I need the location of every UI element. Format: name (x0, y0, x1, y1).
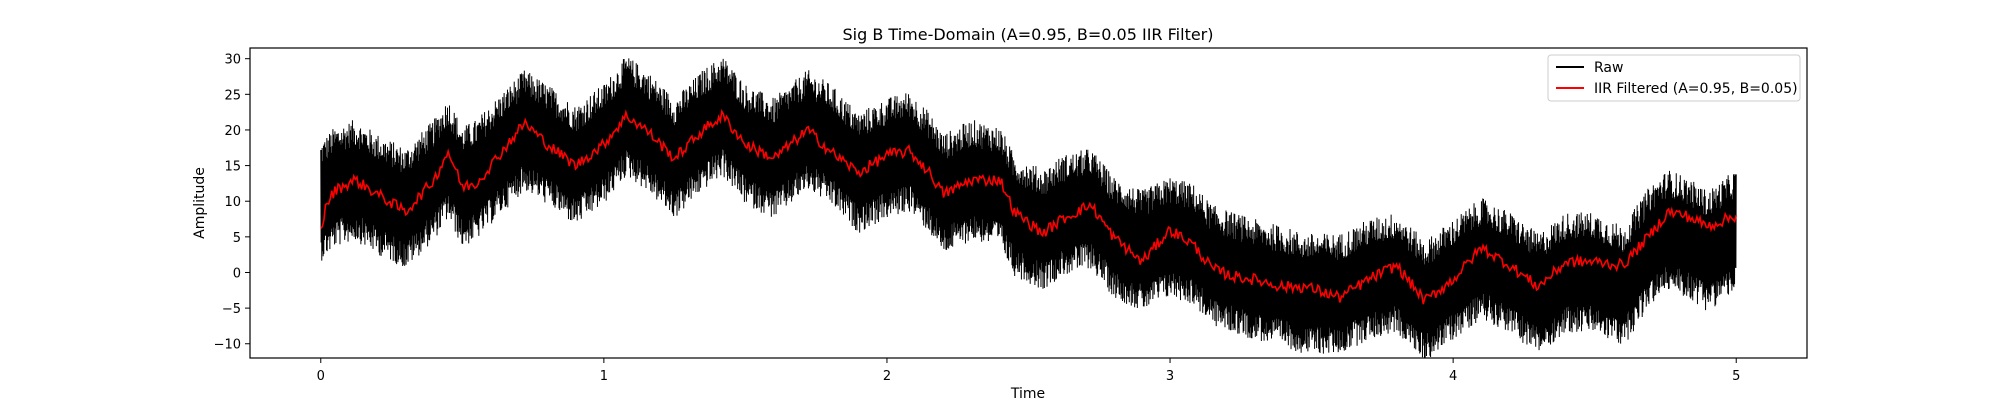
y-tick-label: −5 (222, 302, 241, 317)
y-tick-label: 20 (224, 124, 241, 139)
y-tick-label: 25 (224, 88, 241, 103)
legend-label-iir: IIR Filtered (A=0.95, B=0.05) (1594, 81, 1798, 97)
series-line-iir-filtered (320, 108, 1738, 305)
chart-title: Sig B Time-Domain (A=0.95, B=0.05 IIR Fi… (843, 25, 1214, 44)
y-tick-label: 5 (233, 231, 241, 246)
series-line-raw (320, 58, 1737, 358)
y-tick-label: 0 (233, 266, 241, 281)
plot-frame (249, 47, 1808, 359)
y-tick-label: 30 (224, 53, 241, 68)
y-tick-label: 15 (224, 160, 241, 175)
legend-box (1547, 54, 1801, 102)
x-tick-label: 5 (1732, 369, 1740, 384)
legend: Raw IIR Filtered (A=0.95, B=0.05) (1547, 54, 1801, 102)
plot-area (320, 58, 1738, 358)
x-tick-label: 0 (317, 369, 325, 384)
x-axis-label: Time (1010, 386, 1045, 400)
y-axis-label: Amplitude (192, 167, 208, 239)
y-tick-label: −10 (214, 338, 241, 353)
x-axis: 0 1 2 3 4 5 (317, 358, 1740, 384)
x-tick-label: 4 (1449, 369, 1457, 384)
y-tick-label: 10 (224, 195, 241, 210)
x-tick-label: 1 (600, 369, 608, 384)
x-tick-label: 3 (1166, 369, 1174, 384)
y-axis: −10 −5 0 5 10 15 20 25 30 (214, 53, 250, 353)
x-tick-label: 2 (883, 369, 891, 384)
legend-label-raw: Raw (1594, 60, 1623, 76)
